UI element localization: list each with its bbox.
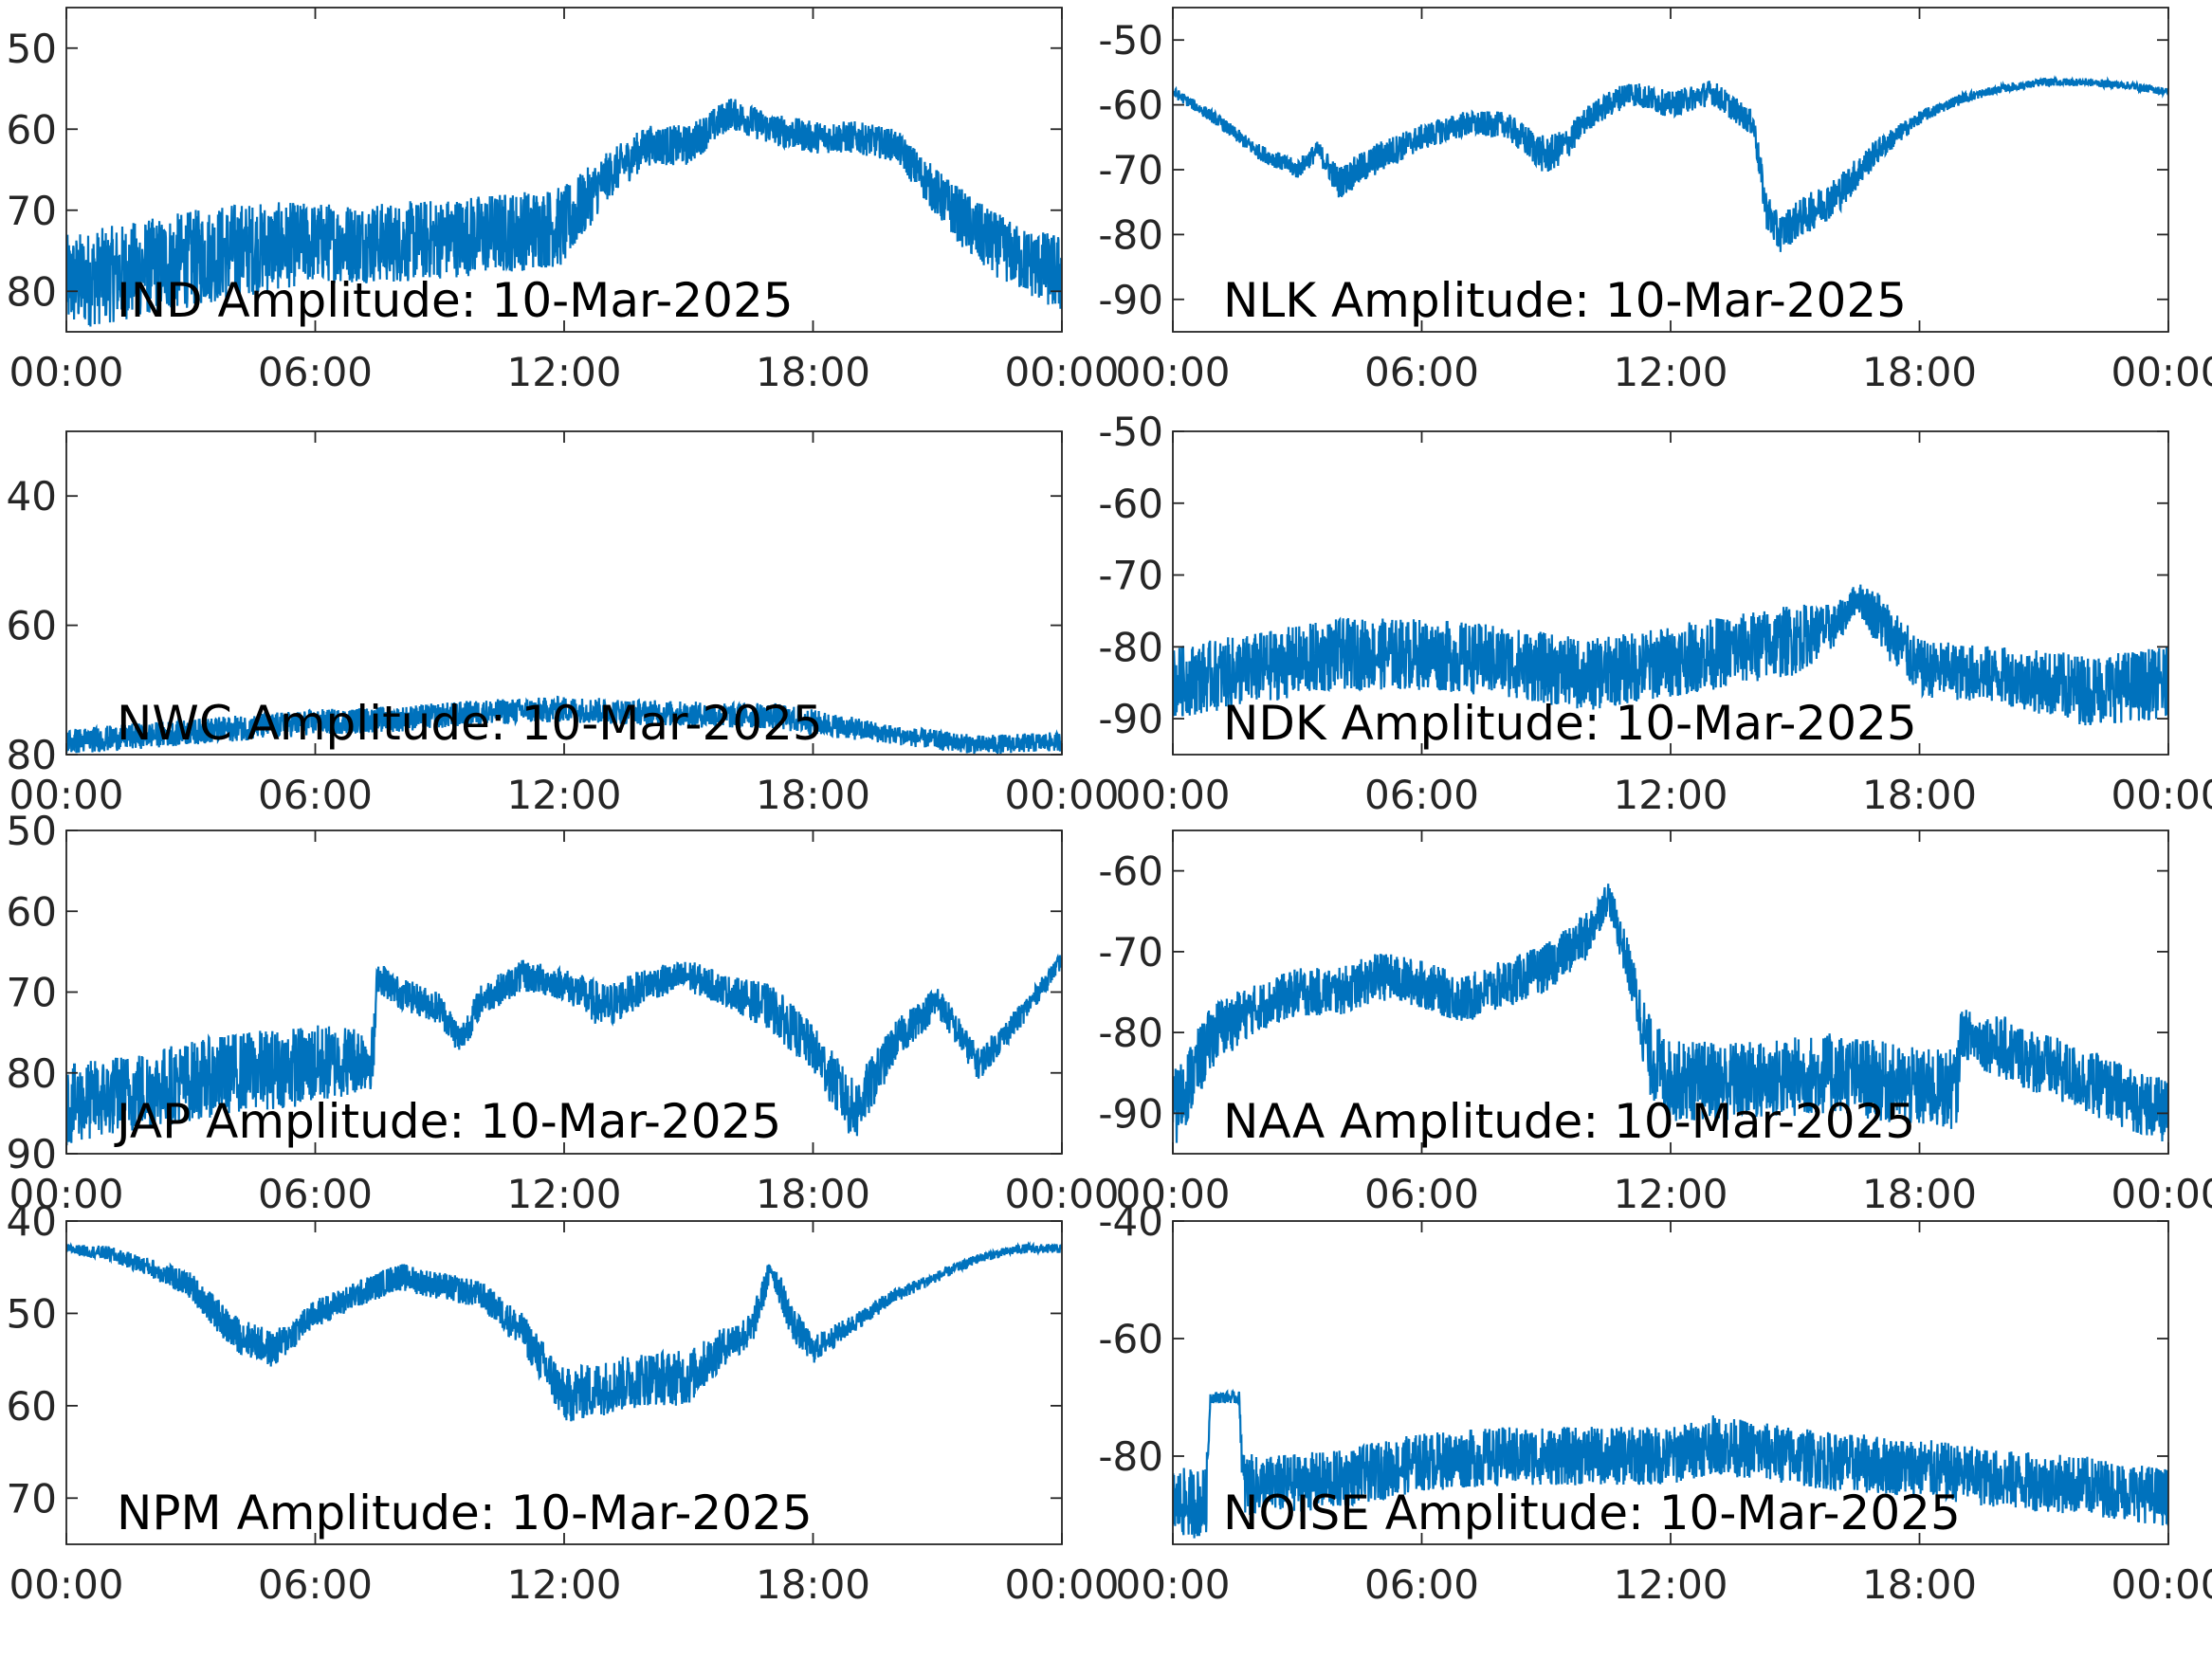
y-tick-label: -90 [1098, 277, 1163, 323]
panel-nwc: 00:00 06:00 12:00 18:00 00:00 40 60 80 NWC Ampli… [7, 430, 1120, 818]
x-tick-label: 00:00 [1115, 349, 1230, 395]
x-tick-label: 00:00 [9, 1171, 123, 1217]
x-tick-label: 12:00 [506, 349, 621, 395]
y-tick-label: 60 [7, 888, 57, 935]
y-tick-label: -80 [1098, 211, 1163, 258]
y-tick-label: -80 [1098, 624, 1163, 670]
x-tick-label: 00:00 [2111, 349, 2212, 395]
x-tick-label: 00:00 [2111, 1171, 2212, 1217]
panel-title: NLK Amplitude: 10-Mar-2025 [1223, 273, 1907, 328]
x-tick-label: 06:00 [258, 1561, 373, 1608]
y-tick-label: -50 [1098, 409, 1163, 455]
panel-noise: 00:00 06:00 12:00 18:00 00:00 -40 -60 -80 NOISE … [1098, 1198, 2212, 1608]
y-tick-label: -60 [1098, 82, 1163, 129]
series-line [1173, 74, 2168, 252]
x-tick-label: 12:00 [506, 1171, 621, 1217]
y-tick-label: 80 [7, 268, 57, 315]
x-tick-label: 00:00 [9, 1561, 123, 1608]
series-line [66, 1241, 1062, 1422]
x-tick-label: 18:00 [756, 1561, 870, 1608]
panel-title: NDK Amplitude: 10-Mar-2025 [1223, 696, 1917, 751]
x-tick-label: 12:00 [506, 772, 621, 818]
y-tick-label: 50 [7, 808, 57, 854]
y-tick-label: 40 [7, 473, 57, 520]
y-tick-label: -80 [1098, 1010, 1163, 1056]
x-tick-label: 00:00 [9, 772, 123, 818]
panel-ind: 00:00 06:00 12:00 18:00 00:00 50 60 70 80 IND Amp… [7, 7, 1120, 395]
y-tick-label: -60 [1098, 481, 1163, 527]
x-tick-label: 00:00 [2111, 1561, 2212, 1608]
x-tick-label: 00:00 [1004, 1561, 1119, 1608]
x-tick-label: 12:00 [1613, 1561, 1728, 1608]
panel-title: IND Amplitude: 10-Mar-2025 [117, 273, 794, 328]
x-tick-label: 06:00 [258, 349, 373, 395]
x-tick-label: 18:00 [1862, 1561, 1977, 1608]
y-tick-label: 90 [7, 1131, 57, 1177]
panel-npm: 00:00 06:00 12:00 18:00 00:00 40 50 60 70 NPM Amp… [7, 1198, 1120, 1608]
x-tick-label: 18:00 [1862, 1171, 1977, 1217]
x-tick-label: 00:00 [1115, 1171, 1230, 1217]
y-tick-label: 60 [7, 106, 57, 153]
series-line [66, 99, 1062, 327]
panel-jap: 00:00 06:00 12:00 18:00 00:00 50 60 70 80 90 JAP A… [7, 808, 1120, 1217]
panel-title: NAA Amplitude: 10-Mar-2025 [1223, 1094, 1915, 1149]
series-line [66, 953, 1062, 1146]
x-tick-label: 00:00 [1115, 1561, 1230, 1608]
x-tick-label: 18:00 [756, 772, 870, 818]
x-tick-label: 12:00 [506, 1561, 621, 1608]
y-tick-label: -60 [1098, 1316, 1163, 1362]
x-tick-label: 00:00 [1004, 772, 1119, 818]
x-tick-label: 00:00 [1004, 349, 1119, 395]
x-tick-label: 06:00 [258, 772, 373, 818]
y-tick-label: -40 [1098, 1198, 1163, 1245]
x-tick-label: 12:00 [1613, 772, 1728, 818]
panel-nlk: 00:00 06:00 12:00 18:00 00:00 -50 -60 -70 -80 -90… [1098, 7, 2212, 395]
panel-ndk: 00:00 06:00 12:00 18:00 00:00 -50 -60 -70 -80 -90… [1098, 409, 2212, 818]
x-tick-label: 06:00 [1364, 1561, 1479, 1608]
x-tick-label: 00:00 [1115, 772, 1230, 818]
series-line [1173, 884, 2168, 1143]
y-tick-label: 50 [7, 26, 57, 72]
y-tick-label: -50 [1098, 17, 1163, 64]
y-tick-label: 70 [7, 188, 57, 234]
x-tick-label: 12:00 [1613, 349, 1728, 395]
y-tick-label: 80 [7, 1050, 57, 1097]
y-tick-label: -70 [1098, 929, 1163, 975]
x-tick-label: 06:00 [1364, 1171, 1479, 1217]
y-tick-label: 70 [7, 1475, 57, 1522]
series-line [1173, 1388, 2168, 1539]
x-tick-label: 18:00 [1862, 349, 1977, 395]
y-tick-label: -90 [1098, 1090, 1163, 1137]
x-tick-label: 18:00 [756, 349, 870, 395]
panel-title: JAP Amplitude: 10-Mar-2025 [114, 1094, 781, 1149]
x-tick-label: 18:00 [1862, 772, 1977, 818]
panel-naa: 00:00 06:00 12:00 18:00 00:00 -60 -70 -80 -90 NAA… [1098, 830, 2212, 1217]
x-tick-label: 12:00 [1613, 1171, 1728, 1217]
y-tick-label: 60 [7, 603, 57, 649]
x-tick-label: 00:00 [2111, 772, 2212, 818]
y-tick-label: -60 [1098, 848, 1163, 895]
y-tick-label: -70 [1098, 147, 1163, 193]
x-tick-label: 00:00 [1004, 1171, 1119, 1217]
panel-title: NOISE Amplitude: 10-Mar-2025 [1223, 1486, 1961, 1540]
y-tick-label: 70 [7, 970, 57, 1016]
y-tick-label: -70 [1098, 553, 1163, 599]
x-tick-label: 06:00 [1364, 772, 1479, 818]
y-tick-label: 40 [7, 1198, 57, 1245]
y-tick-label: 80 [7, 732, 57, 778]
series-line [66, 695, 1062, 755]
y-tick-label: -80 [1098, 1433, 1163, 1480]
y-tick-label: 60 [7, 1383, 57, 1430]
series-line [1173, 584, 2168, 726]
x-tick-label: 18:00 [756, 1171, 870, 1217]
x-tick-label: 00:00 [9, 349, 123, 395]
x-tick-label: 06:00 [258, 1171, 373, 1217]
y-tick-label: -90 [1098, 696, 1163, 742]
panel-title: NWC Amplitude: 10-Mar-2025 [117, 696, 823, 751]
panel-title: NPM Amplitude: 10-Mar-2025 [117, 1486, 813, 1540]
y-tick-label: 50 [7, 1290, 57, 1337]
x-tick-label: 06:00 [1364, 349, 1479, 395]
